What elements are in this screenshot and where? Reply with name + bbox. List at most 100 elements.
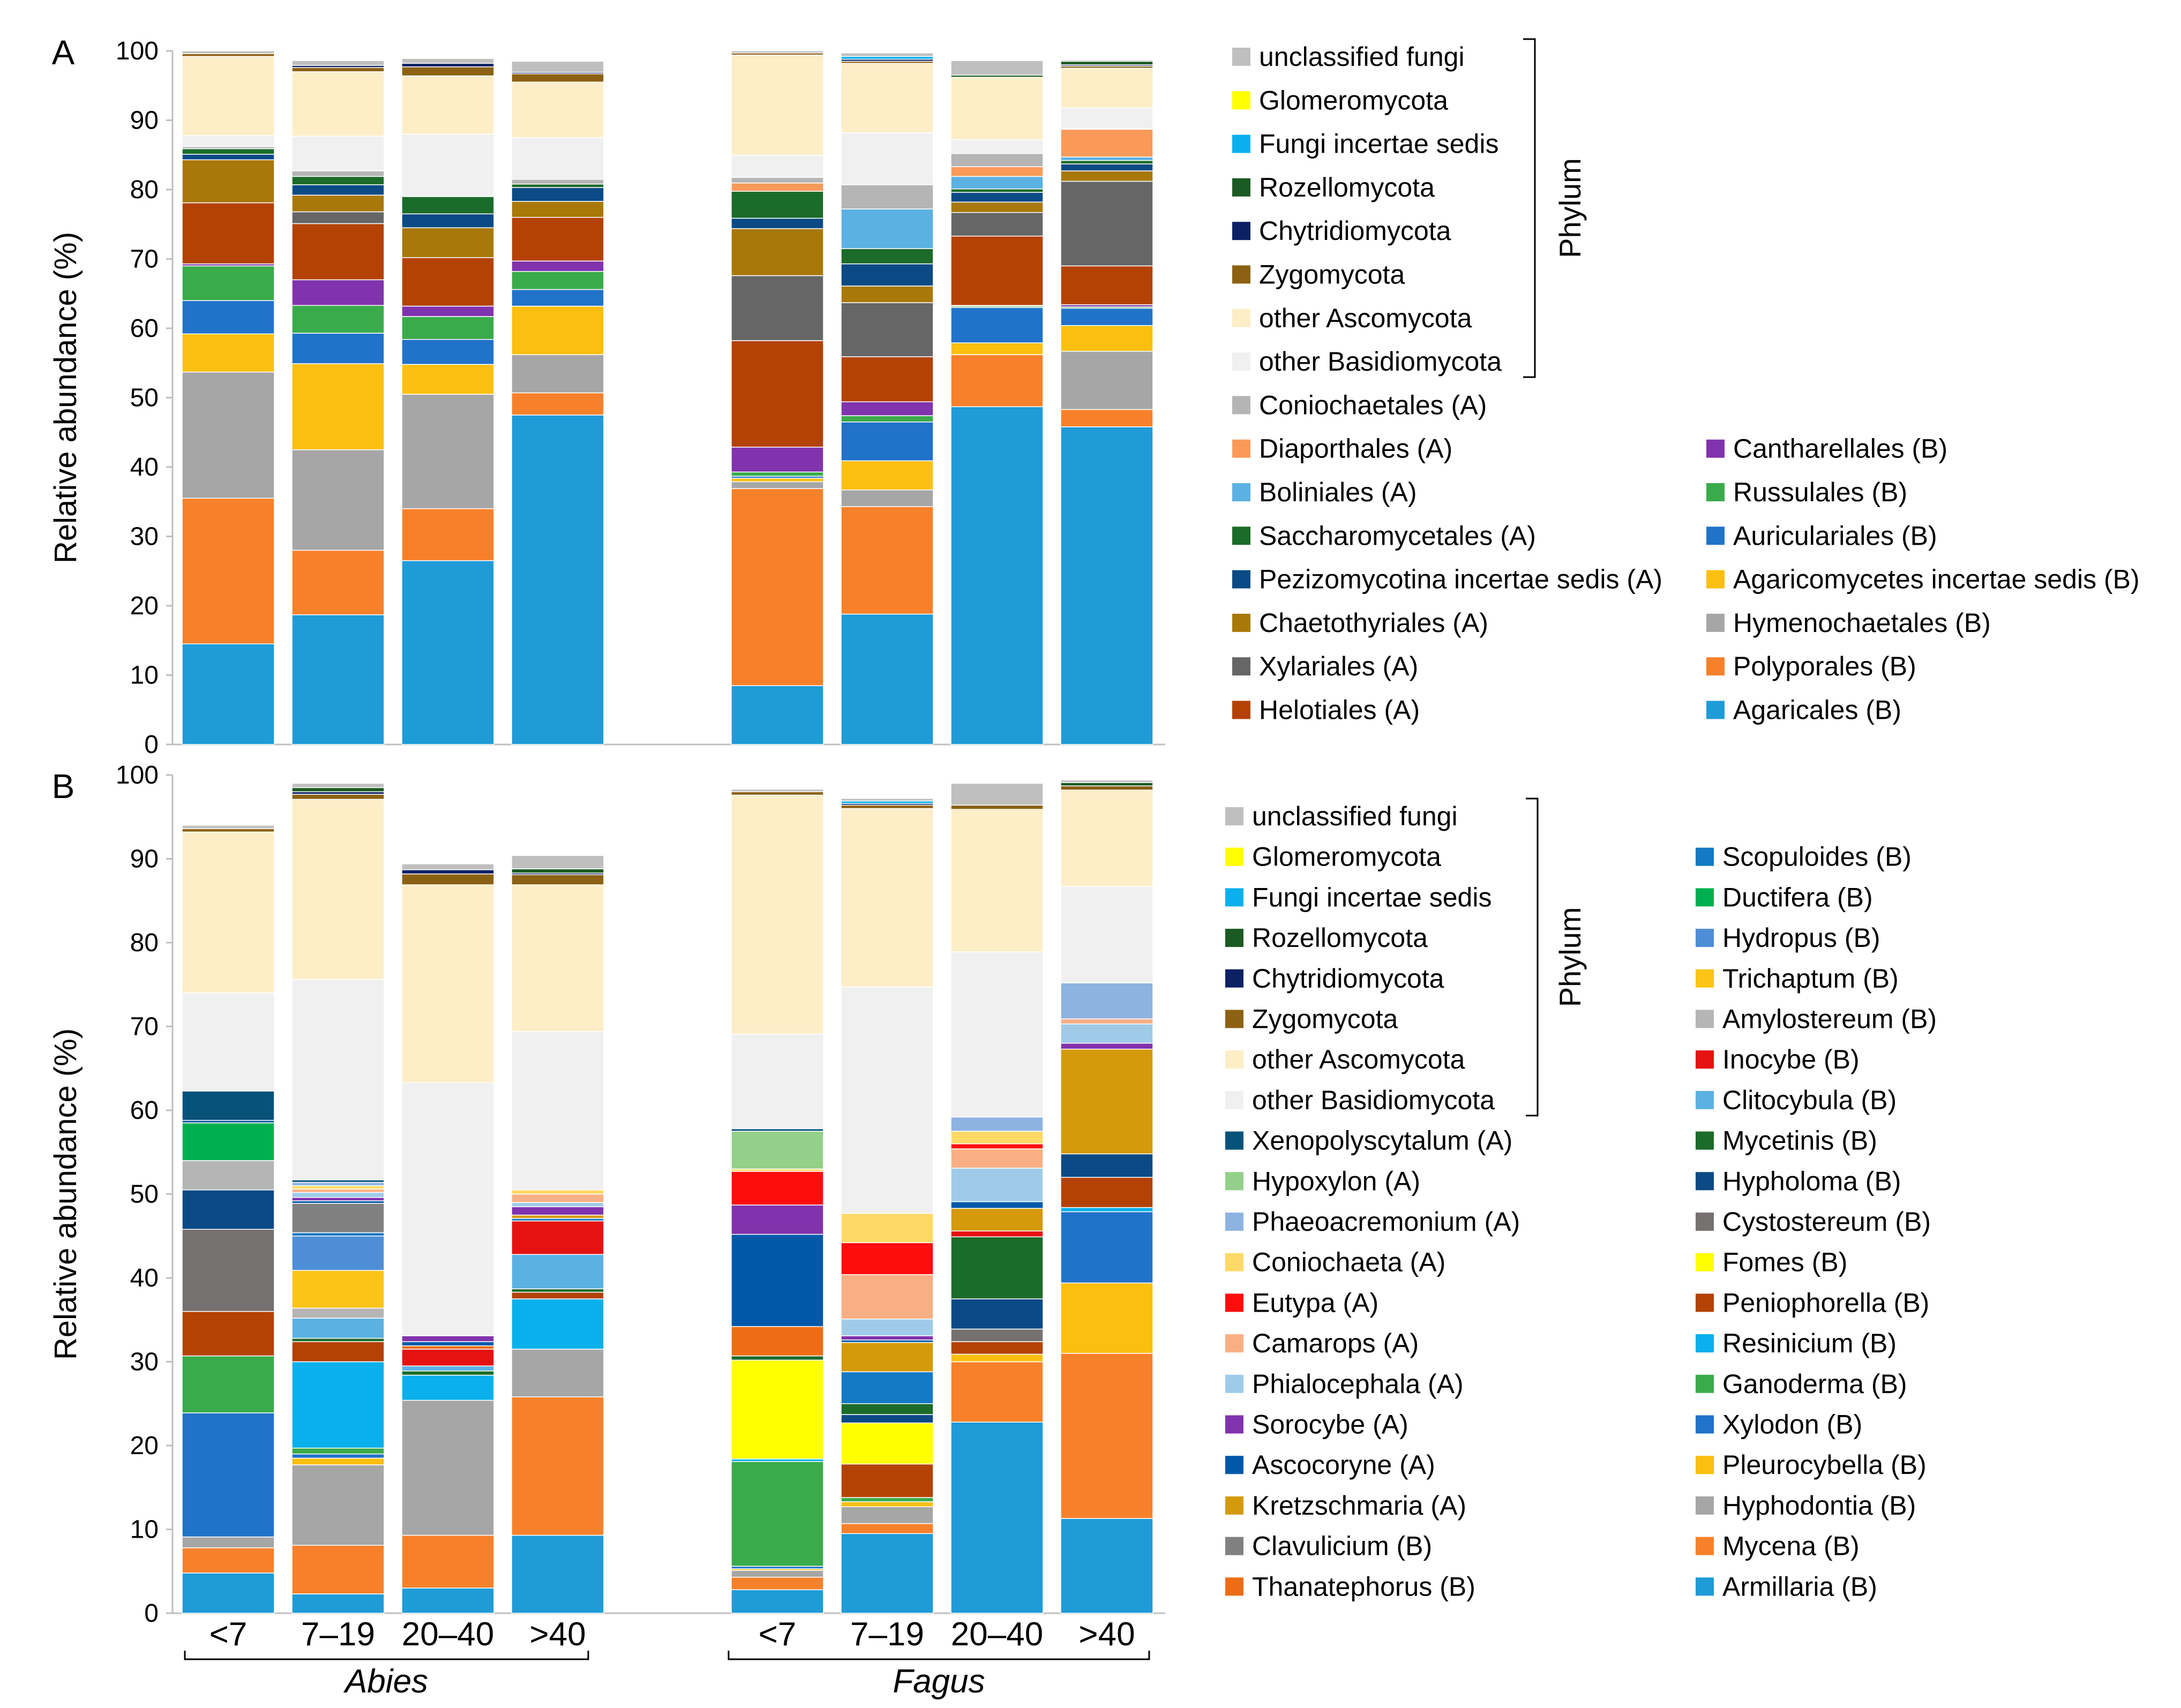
bar-segment-sorocybe-a-7 bbox=[1060, 1043, 1153, 1050]
bar-segment-polyporales-b-4 bbox=[731, 488, 824, 687]
bar-segment-xylariales-a-4 bbox=[731, 275, 824, 341]
bar-segment-diaporthales-a-6 bbox=[950, 166, 1044, 177]
legend-label-ductifera-b: Ductifera (B) bbox=[1722, 882, 1873, 912]
bar-segment-mycena-b-1 bbox=[291, 1545, 385, 1594]
legend-swatch-inocybe-b bbox=[1696, 1050, 1714, 1069]
bar-segment-hypoxylon-a-4 bbox=[731, 1131, 824, 1170]
panel-label: A bbox=[52, 33, 75, 72]
bar-segment-other-ascomycota-2 bbox=[401, 884, 494, 1084]
bar-segment-other-basidiomycota-3 bbox=[511, 1031, 604, 1191]
bar-segment-unclassified-fungi-5 bbox=[841, 52, 934, 57]
legend-swatch-thanatephorus-b bbox=[1225, 1577, 1243, 1596]
legend-label-other-ascomycota: other Ascomycota bbox=[1252, 1044, 1465, 1074]
bar-segment-armillaria-b-7 bbox=[1060, 1518, 1153, 1614]
legend-swatch-amylostereum-b bbox=[1696, 1010, 1714, 1028]
legend-swatch-chaetothyriales-a bbox=[1232, 613, 1250, 632]
bar-segment-xylodon-b-1 bbox=[291, 1453, 385, 1459]
bar-segment-xylariales-a-6 bbox=[950, 212, 1044, 237]
bar-segment-camarops-a-1 bbox=[291, 1188, 385, 1193]
bar-segment-peniophorella-b-3 bbox=[511, 1291, 604, 1299]
legend-swatch-agaricales-b bbox=[1706, 701, 1725, 719]
bar-segment-zygomycota-0 bbox=[182, 53, 275, 57]
bar-segment-coniochaetales-a-5 bbox=[841, 184, 934, 210]
bar-segment-ganoderma-b-0 bbox=[182, 1355, 275, 1413]
y-tick-label: 40 bbox=[130, 1264, 159, 1292]
bar-segment-pezizomycotina-incertae-sedis-a-0 bbox=[182, 154, 275, 161]
legend-swatch-unclassified-fungi bbox=[1225, 807, 1243, 825]
y-tick-label: 60 bbox=[130, 1096, 159, 1125]
bar-segment-mycetinis-b-2 bbox=[401, 1370, 494, 1376]
legend-label-coniochaetales-a: Coniochaetales (A) bbox=[1259, 390, 1487, 420]
legend-label-pezizomycotina-incertae-sedis-a: Pezizomycotina incertae sedis (A) bbox=[1259, 565, 1662, 595]
bar-segment-hymenochaetales-b-0 bbox=[182, 371, 275, 499]
bar-segment-saccharomycetales-a-7 bbox=[1060, 160, 1153, 164]
legend-label-inocybe-b: Inocybe (B) bbox=[1722, 1044, 1860, 1074]
legend-label-zygomycota: Zygomycota bbox=[1259, 260, 1405, 290]
legend-label-rozellomycota: Rozellomycota bbox=[1252, 923, 1428, 953]
bar-segment-amylostereum-b-0 bbox=[182, 1160, 275, 1191]
bar-segment-boliniales-a-5 bbox=[841, 208, 934, 249]
legend-label-agaricales-b: Agaricales (B) bbox=[1733, 695, 1901, 725]
legend-label-hydropus-b: Hydropus (B) bbox=[1722, 923, 1880, 953]
bar-segment-xylodon-b-7 bbox=[1060, 1211, 1153, 1284]
bar-segment-clavulicium-b-1 bbox=[291, 1202, 385, 1233]
legend-label-scopuloides-b: Scopuloides (B) bbox=[1722, 842, 1912, 872]
bar-segment-agaricales-b-1 bbox=[291, 614, 385, 745]
bar-segment-unclassified-fungi-6 bbox=[950, 60, 1044, 76]
bar-segment-sorocybe-a-2 bbox=[401, 1335, 494, 1342]
y-tick-label: 50 bbox=[130, 384, 159, 412]
bar-segment-zygomycota-7 bbox=[1060, 785, 1153, 791]
y-axis-label: Relative abundance (%) bbox=[48, 232, 83, 563]
bar-segment-trichaptum-b-1 bbox=[291, 1270, 385, 1309]
bar-segment-xenopolyscytalum-a-0 bbox=[182, 1090, 275, 1121]
bar-segment-agaricomycetes-incertae-sedis-b-7 bbox=[1060, 325, 1153, 352]
bar-segment-ductifera-b-0 bbox=[182, 1122, 275, 1161]
legend-label-kretzschmaria-a: Kretzschmaria (A) bbox=[1252, 1491, 1466, 1521]
bar-segment-other-ascomycota-3 bbox=[511, 81, 604, 138]
bar-segment-unclassified-fungi-5 bbox=[841, 798, 934, 802]
bar-segment-auriculariales-b-7 bbox=[1060, 307, 1153, 326]
legend-swatch-sorocybe-a bbox=[1225, 1415, 1243, 1434]
legend-swatch-russulales-b bbox=[1706, 483, 1725, 501]
bar-segment-hymenochaetales-b-3 bbox=[511, 354, 604, 394]
bar-segment-other-basidiomycota-3 bbox=[511, 137, 604, 180]
x-category-label: <7 bbox=[209, 1616, 248, 1653]
bar-segment-zygomycota-1 bbox=[291, 794, 385, 800]
legend-swatch-zygomycota bbox=[1232, 265, 1250, 284]
legend-swatch-xylodon-b bbox=[1696, 1415, 1714, 1434]
legend-swatch-hymenochaetales-b bbox=[1706, 613, 1725, 632]
legend-label-ascocoryne-a: Ascocoryne (A) bbox=[1252, 1450, 1435, 1480]
bar-segment-phaeoacremonium-a-6 bbox=[950, 1116, 1044, 1132]
bar-segment-helotiales-a-4 bbox=[731, 340, 824, 448]
bar-segment-phialocephala-a-6 bbox=[950, 1168, 1044, 1202]
bar-segment-armillaria-b-4 bbox=[731, 1589, 824, 1614]
bar-segment-other-basidiomycota-5 bbox=[841, 987, 934, 1214]
bar-segment-other-basidiomycota-6 bbox=[950, 139, 1044, 154]
bar-segment-polyporales-b-3 bbox=[511, 392, 604, 416]
bar-segment-polyporales-b-2 bbox=[401, 508, 494, 561]
y-tick-label: 30 bbox=[130, 1348, 159, 1376]
bar-segment-peniophorella-b-5 bbox=[841, 1463, 934, 1498]
legend-swatch-auriculariales-b bbox=[1706, 526, 1725, 545]
bar-segment-ganoderma-b-4 bbox=[731, 1461, 824, 1567]
legend-swatch-coniochaeta-a bbox=[1225, 1253, 1243, 1271]
bar-segment-other-basidiomycota-7 bbox=[1060, 107, 1153, 129]
legend-swatch-diaporthales-a bbox=[1232, 439, 1250, 458]
bar-segment-other-ascomycota-4 bbox=[731, 54, 824, 156]
bar-segment-agaricales-b-2 bbox=[401, 560, 494, 745]
legend-label-rozellomycota: Rozellomycota bbox=[1259, 172, 1435, 202]
bar-segment-auriculariales-b-3 bbox=[511, 289, 604, 307]
bar-segment-zygomycota-2 bbox=[401, 66, 494, 77]
bar-segment-resinicium-b-3 bbox=[511, 1298, 604, 1350]
legend-swatch-zygomycota bbox=[1225, 1010, 1243, 1028]
bar-segment-zygomycota-3 bbox=[511, 874, 604, 885]
bar-segment-mycena-b-4 bbox=[731, 1576, 824, 1590]
bar-segment-rozellomycota-1 bbox=[291, 787, 385, 793]
bar-segment-hypholoma-b-6 bbox=[950, 1298, 1044, 1330]
bar-segment-zygomycota-0 bbox=[182, 828, 275, 833]
bar-segment-mycena-b-6 bbox=[950, 1361, 1044, 1423]
bar-segment-russulales-b-1 bbox=[291, 305, 385, 334]
bar-segment-other-ascomycota-7 bbox=[1060, 789, 1153, 887]
bar-segment-pleurocybella-b-5 bbox=[841, 1501, 934, 1507]
bar-segment-resinicium-b-7 bbox=[1060, 1207, 1153, 1213]
